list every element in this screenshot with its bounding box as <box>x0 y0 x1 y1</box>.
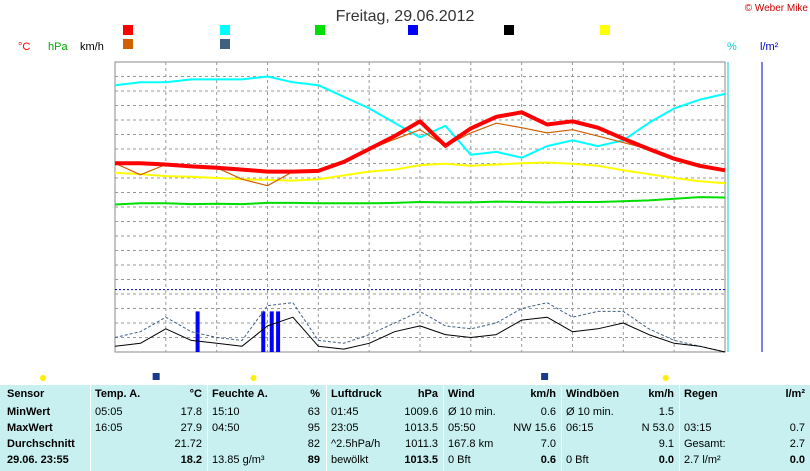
th-temp-unit: °C <box>189 388 202 400</box>
legend-swatch <box>315 25 325 35</box>
stats-press-value: 1013.5 <box>404 422 438 434</box>
stats-header-row <box>0 385 810 403</box>
th-press: Luftdruck <box>331 388 382 400</box>
series-line-wind <box>114 316 726 353</box>
stats-rain-note: Gesamt: <box>684 438 726 450</box>
stats-hum-value: 89 <box>307 454 320 466</box>
weather-chart: Freitag, 29.06.2012 © Weber Mike °C hPa … <box>18 3 809 381</box>
legend-swatch <box>220 25 230 35</box>
stats-press-note: ^2.5hPa/h <box>331 438 381 450</box>
legend-swatch <box>123 39 133 49</box>
legend-swatch <box>220 39 230 49</box>
stats-gust-note: 0 Bft <box>566 454 589 466</box>
sun-times <box>40 373 669 381</box>
stats-gust-value: 1.5 <box>658 406 674 418</box>
stats-hum-note: 04:50 <box>212 422 240 434</box>
stats-hum-value: 95 <box>307 422 320 434</box>
stats-body <box>0 403 810 471</box>
stats-rain-note: 2.7 l/m² <box>684 454 721 466</box>
stats-wind-value: 0.6 <box>540 406 556 418</box>
stats-press-note: 23:05 <box>331 422 359 434</box>
legend-swatch <box>123 25 133 35</box>
copyright: © Weber Mike <box>745 3 809 14</box>
th-press-unit: hPa <box>417 388 438 400</box>
pressure-axis-unit: hPa <box>48 41 68 53</box>
th-temp: Temp. A. <box>95 388 141 400</box>
stats-gust-value: N 53.0 <box>641 422 674 434</box>
th-rain-unit: l/m² <box>785 388 805 400</box>
rain-bar <box>276 311 281 352</box>
wind-axis-unit: km/h <box>80 41 104 53</box>
stats-wind-value: 0.6 <box>540 454 556 466</box>
sunrise-icon <box>250 375 257 381</box>
stats-rain-note: 03:15 <box>684 422 712 434</box>
grid <box>115 62 725 352</box>
th-wind: Wind <box>448 388 475 400</box>
th-rain: Regen <box>684 388 718 400</box>
sunset-icon <box>662 375 669 381</box>
rain-axis-unit: l/m² <box>760 41 779 53</box>
stats-press-value: 1013.5 <box>404 454 438 466</box>
series-line-taupunkt <box>114 161 726 185</box>
th-gust-unit: km/h <box>648 388 674 400</box>
stats-rain-value: 0.0 <box>789 454 805 466</box>
row-label-min: MinWert <box>7 406 51 418</box>
rain-bar <box>269 311 274 352</box>
stats-rain-value: 0.7 <box>789 422 805 434</box>
series-line-temp-a <box>115 110 726 174</box>
row-label-current: 29.06. 23:55 <box>7 454 69 466</box>
stats-gust-value: 9.1 <box>658 438 674 450</box>
humidity-axis-unit: % <box>727 41 737 53</box>
rain-bars <box>195 311 281 352</box>
stats-temp-value: 18.2 <box>180 454 202 466</box>
stats-temp-value: 17.8 <box>180 406 202 418</box>
series-lines <box>114 75 726 353</box>
chart-title: Freitag, 29.06.2012 <box>336 8 475 25</box>
stats-wind-note: Ø 10 min. <box>448 406 496 418</box>
stats-table: Sensor Temp. A. °C Feuchte A. % Luftdruc… <box>0 385 810 471</box>
stats-temp-note: 05:05 <box>95 406 123 418</box>
stats-hum-value: 63 <box>307 406 320 418</box>
th-hum: Feuchte A. <box>212 388 268 400</box>
row-label-max: MaxWert <box>7 422 53 434</box>
th-sensor: Sensor <box>7 388 45 400</box>
legend-swatch <box>600 25 610 35</box>
th-wind-unit: km/h <box>530 388 556 400</box>
stats-hum-value: 82 <box>307 438 320 450</box>
stats-temp-note: 16:05 <box>95 422 123 434</box>
axes <box>727 62 763 352</box>
stats-temp-value: 21.72 <box>174 438 202 450</box>
series-line-luftdruck <box>114 196 726 206</box>
stats-wind-note: 0 Bft <box>448 454 471 466</box>
stats-gust-note: 06:15 <box>566 422 594 434</box>
moon-up-icon <box>152 373 160 380</box>
legend-swatch <box>408 25 418 35</box>
stats-gust-note: Ø 10 min. <box>566 406 614 418</box>
stats-hum-note: 13.85 g/m³ <box>212 454 265 466</box>
series-line-windb-en <box>114 302 726 353</box>
stats-wind-note: 05:50 <box>448 422 476 434</box>
stats-hum-note: 15:10 <box>212 406 240 418</box>
stats-press-value: 1011.3 <box>405 438 438 450</box>
legend <box>123 25 610 49</box>
th-gust: Windböen <box>566 388 620 400</box>
th-hum-unit: % <box>310 388 320 400</box>
stats-press-value: 1009.6 <box>404 406 438 418</box>
stats-press-note: 01:45 <box>331 406 359 418</box>
temp-axis-unit: °C <box>18 41 30 53</box>
stats-wind-value: NW 15.6 <box>513 422 556 434</box>
stats-gust-value: 0.0 <box>658 454 674 466</box>
rain-bar <box>195 311 200 352</box>
sun-icon <box>40 375 46 381</box>
stats-rain-value: 2.7 <box>789 438 805 450</box>
row-label-avg: Durchschnitt <box>7 438 75 450</box>
stats-temp-value: 27.9 <box>180 422 202 434</box>
stats-wind-note: 167.8 km <box>448 438 494 450</box>
stats-wind-value: 7.0 <box>540 438 556 450</box>
moon-down-icon <box>541 373 549 380</box>
stats-press-note: bewölkt <box>331 454 369 466</box>
axis-units: °C hPa km/h % l/m² <box>18 41 779 53</box>
rain-bar <box>261 311 266 352</box>
legend-swatch <box>504 25 514 35</box>
